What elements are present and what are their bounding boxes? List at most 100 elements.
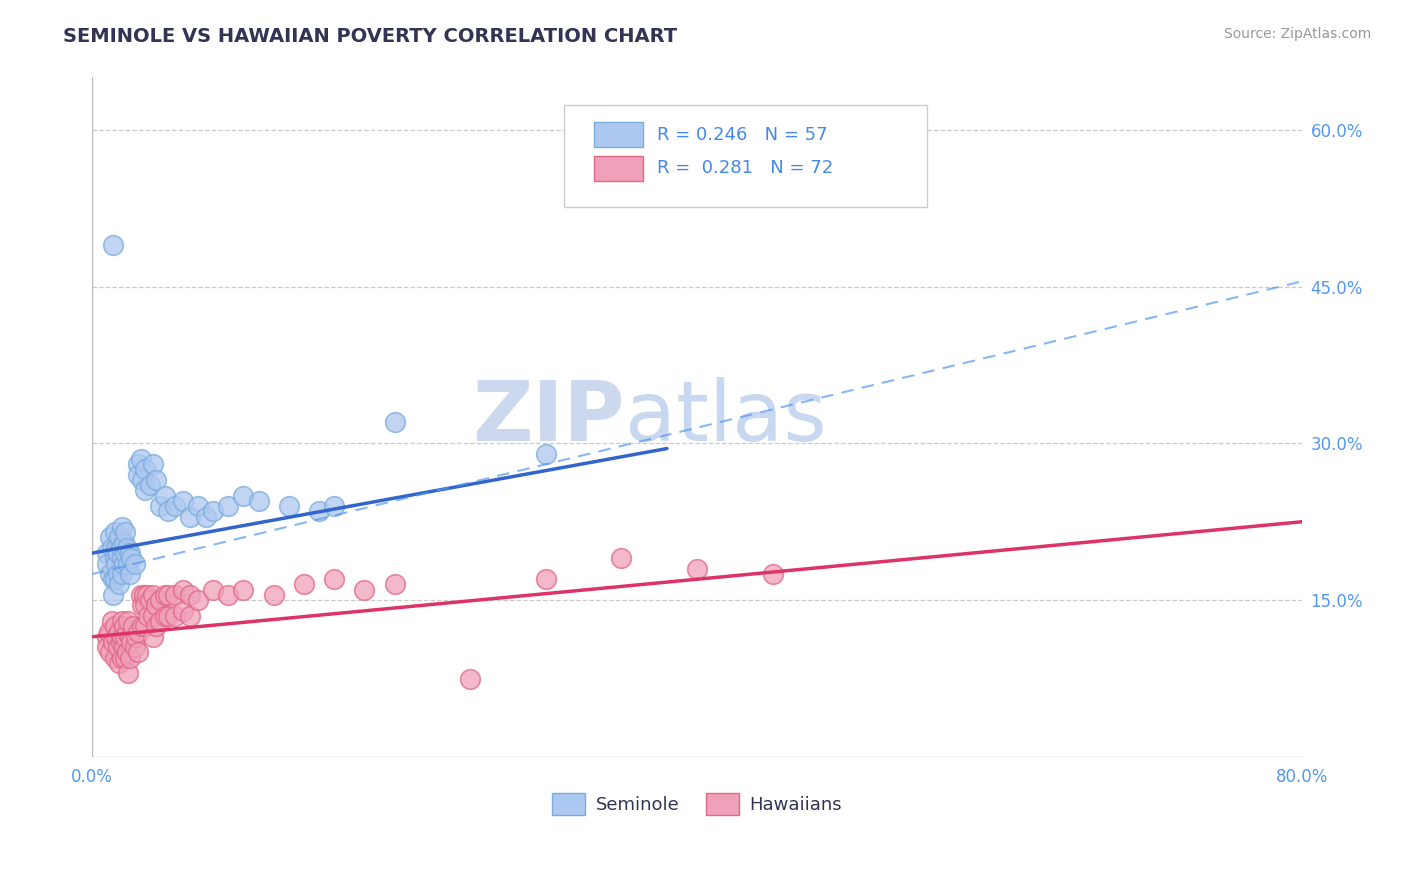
Point <box>232 489 254 503</box>
Text: Source: ZipAtlas.com: Source: ZipAtlas.com <box>1223 27 1371 41</box>
Point <box>96 557 118 571</box>
Point <box>114 525 136 540</box>
Text: R = 0.246   N = 57: R = 0.246 N = 57 <box>657 126 828 144</box>
Point <box>323 499 346 513</box>
Point <box>96 630 118 644</box>
Point <box>142 588 165 602</box>
Point <box>384 416 406 430</box>
Point <box>112 619 135 633</box>
Point <box>117 666 139 681</box>
Point <box>112 640 135 655</box>
Point <box>217 499 239 513</box>
Point <box>384 577 406 591</box>
Point <box>117 614 139 628</box>
Point <box>124 640 146 655</box>
Point <box>112 535 135 549</box>
Point <box>156 588 179 602</box>
Text: R =  0.281   N = 72: R = 0.281 N = 72 <box>657 160 834 178</box>
Point <box>458 672 481 686</box>
Point <box>156 608 179 623</box>
Point <box>121 551 143 566</box>
Point <box>323 572 346 586</box>
Point <box>117 557 139 571</box>
Point <box>134 619 156 633</box>
Point <box>118 546 141 560</box>
Point <box>179 509 201 524</box>
Point <box>610 551 633 566</box>
Point <box>111 551 134 566</box>
Point <box>172 493 194 508</box>
Point <box>118 630 141 644</box>
Point <box>118 650 141 665</box>
Point <box>145 599 167 613</box>
Point <box>103 572 125 586</box>
Point <box>108 656 131 670</box>
Point <box>108 577 131 591</box>
Point <box>138 593 160 607</box>
Point <box>131 473 153 487</box>
Point <box>187 593 209 607</box>
Point <box>534 572 557 586</box>
Point <box>104 525 127 540</box>
Point <box>138 478 160 492</box>
Point <box>194 509 217 524</box>
Point <box>135 588 157 602</box>
Point <box>111 520 134 534</box>
Point <box>105 541 128 555</box>
Point <box>101 541 124 555</box>
Point <box>156 504 179 518</box>
Point <box>105 557 128 571</box>
Point <box>110 541 132 555</box>
Point <box>115 645 138 659</box>
Point <box>165 608 187 623</box>
Point <box>217 588 239 602</box>
Point <box>153 588 176 602</box>
Point <box>179 588 201 602</box>
Point <box>232 582 254 597</box>
Point <box>179 608 201 623</box>
Point <box>353 582 375 597</box>
Point <box>104 572 127 586</box>
Point <box>308 504 330 518</box>
Point <box>145 473 167 487</box>
Point <box>131 599 153 613</box>
Point <box>686 562 709 576</box>
Point <box>111 614 134 628</box>
Point <box>121 635 143 649</box>
Point <box>149 593 172 607</box>
Point <box>153 489 176 503</box>
Point <box>98 530 121 544</box>
Point <box>114 650 136 665</box>
Point <box>104 551 127 566</box>
Point <box>187 499 209 513</box>
Point <box>263 588 285 602</box>
Point <box>96 546 118 560</box>
Point <box>134 483 156 498</box>
FancyBboxPatch shape <box>564 104 927 207</box>
Point <box>103 237 125 252</box>
Point <box>114 546 136 560</box>
Point <box>105 630 128 644</box>
Point <box>131 619 153 633</box>
Point <box>112 557 135 571</box>
Point <box>122 619 145 633</box>
Point <box>127 467 149 482</box>
Point <box>127 457 149 471</box>
Point <box>153 608 176 623</box>
Point <box>165 588 187 602</box>
FancyBboxPatch shape <box>595 121 643 147</box>
Point <box>115 624 138 639</box>
Point <box>107 640 129 655</box>
Point <box>142 457 165 471</box>
Legend: Seminole, Hawaiians: Seminole, Hawaiians <box>546 786 849 822</box>
Point <box>124 557 146 571</box>
Point <box>172 582 194 597</box>
Point <box>762 567 785 582</box>
Point <box>111 650 134 665</box>
Point <box>132 588 155 602</box>
Point <box>202 504 225 518</box>
Point <box>103 588 125 602</box>
Point <box>127 624 149 639</box>
Point <box>149 499 172 513</box>
Point <box>96 640 118 655</box>
